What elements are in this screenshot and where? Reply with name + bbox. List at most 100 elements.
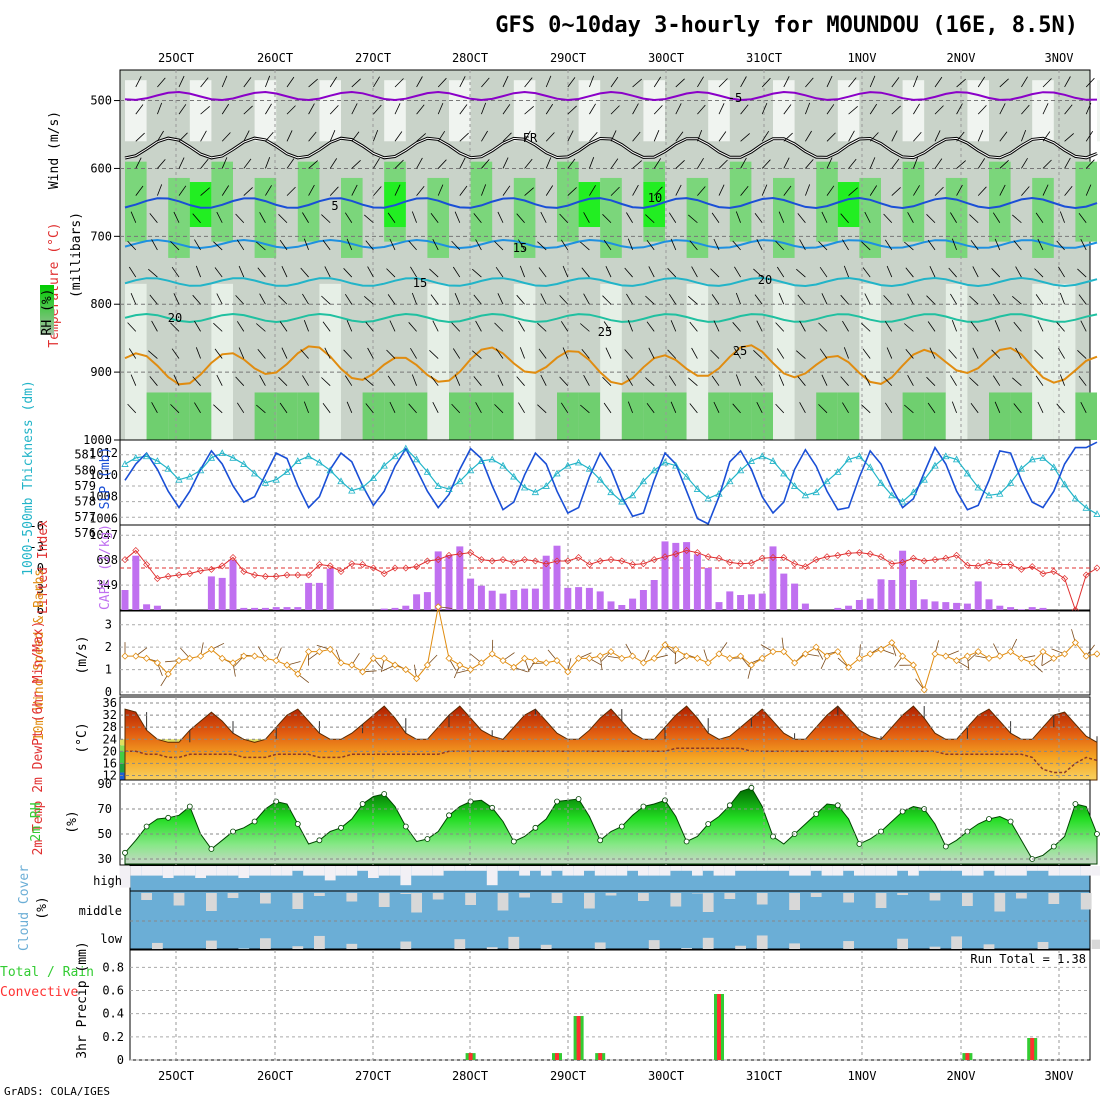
wind-barb [1080,320,1087,332]
rh-point-12 [251,818,258,825]
wind-barb [999,103,1006,115]
cloud-mid-62 [789,893,800,910]
wind-barb [157,77,166,88]
cloud-high-63 [800,866,811,876]
cloud-mid-64 [810,893,822,897]
upper-high-patch-48 [643,80,665,142]
cloud-mid-83 [1016,893,1027,899]
wind-point-23 [369,654,377,662]
wind-barb [1042,131,1051,142]
wind-barb [540,293,547,305]
wind-barb [929,266,936,278]
wind-barb [1059,292,1065,305]
wind-barb [934,105,944,115]
contour-10c [124,238,1098,250]
cloud-high-83 [1016,866,1027,876]
wind-barb [1056,403,1065,414]
wind-barb [308,160,318,169]
wind-barb [869,185,878,196]
wind-barb [373,76,380,88]
cloud-high-85 [1037,866,1049,871]
wind-barb [373,186,382,196]
cloud-low-90 [1091,939,1100,949]
cloud-mid-72 [897,893,908,895]
cloud-mid-18 [314,893,325,896]
wind-barb [149,376,158,386]
thickness-point-8 [207,453,216,461]
li-point-81 [996,561,1004,568]
cape-bar-11 [240,607,248,610]
wind-barb [848,77,857,88]
thickness-point-6 [186,472,194,480]
wind-barb [761,130,770,142]
rh-point-90 [1094,831,1100,837]
upper-lowmoist-30 [449,392,471,440]
wind-barb [1012,214,1022,224]
wind-barb [236,321,245,332]
wind-barb [170,404,180,414]
upper-very-moist-6 [189,182,212,228]
wind-barb [969,377,979,386]
wind-barb [869,75,876,88]
wind-barb [580,241,590,251]
wind-barb [502,75,509,88]
wind-point-8 [207,645,215,653]
rh-point-42 [575,796,582,802]
wind-point-31 [456,661,464,669]
wind-barb [645,295,655,305]
wind-barb [926,376,936,386]
thickness-point-2 [142,452,151,460]
thickness-point-84 [1028,455,1036,463]
slp-label: SLP (mb) [98,447,113,510]
li-point-30 [445,551,453,559]
wind-barb [776,348,785,359]
thickness-point-40 [553,469,561,477]
thickness-tick-1: 580 [74,463,96,477]
wind-barb [308,131,317,142]
cloud-low-67 [843,941,854,949]
wind-barb [128,266,137,278]
thickness-tick-4: 577 [74,510,96,524]
thickness-point-16 [294,457,302,464]
rh-point-26 [402,823,409,830]
wind-barb [178,157,185,169]
wind-barb [157,184,163,196]
li-point-84 [1028,563,1036,571]
cape-bar-43 [585,587,593,610]
wind-barb [675,78,685,88]
li-point-29 [434,556,442,564]
wind-barb [610,158,619,169]
wind-point-11 [240,652,248,660]
rh-tick-0: 90 [98,777,112,791]
cloud-low-18 [314,935,325,950]
wind-barb [1064,186,1073,196]
cape-bar-33 [477,585,485,610]
wind-point-1 [132,652,140,660]
cloud-high-64 [810,866,822,871]
wind-point-53 [693,654,701,662]
cloud-high-27 [411,866,422,876]
wind-barb [560,321,569,332]
wind-barb [869,157,876,169]
wind-barb [667,268,677,278]
wind-barb [451,322,461,332]
li-point-74 [920,557,928,565]
li-point-34 [488,557,496,565]
wind-barb [238,265,245,278]
slp-panel-frame [119,439,1091,526]
wind-barb [688,377,698,386]
bottom-date-0: 25OCT [158,1069,194,1083]
wind-barb [645,214,655,224]
wind-barb [632,103,639,115]
li-point-78 [963,561,971,569]
wind-barb [653,158,662,169]
precip-conv-bar-40 [555,1053,559,1060]
wind-barb [278,376,288,386]
wind-barb [135,76,142,88]
cloud-high-33 [476,866,487,871]
cloud-high-45 [605,866,617,876]
top-date-3: 28OCT [452,51,488,65]
li-point-71 [888,560,896,568]
upper-lowmoist-82 [1010,392,1033,440]
